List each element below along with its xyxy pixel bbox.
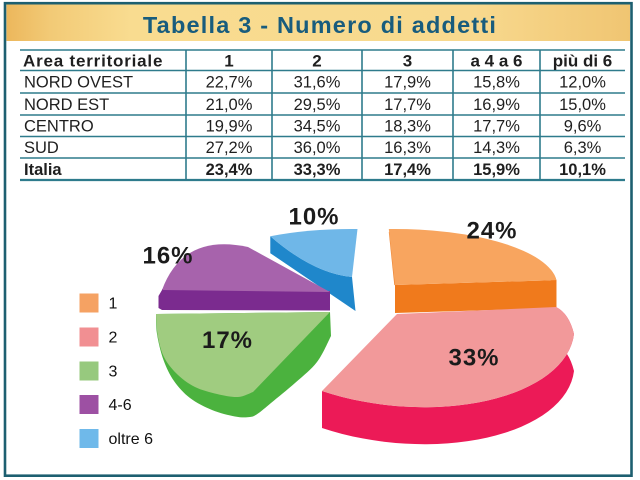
svg-text:3: 3 bbox=[109, 364, 118, 381]
svg-text:34,5%: 34,5% bbox=[294, 118, 341, 136]
svg-text:3: 3 bbox=[403, 51, 412, 70]
svg-text:15,8%: 15,8% bbox=[473, 74, 520, 92]
svg-text:17,4%: 17,4% bbox=[384, 161, 431, 179]
svg-text:29,5%: 29,5% bbox=[294, 96, 341, 114]
svg-text:24%: 24% bbox=[466, 218, 517, 245]
svg-text:18,3%: 18,3% bbox=[384, 118, 431, 136]
svg-text:16,3%: 16,3% bbox=[384, 139, 431, 157]
svg-text:Area territoriale: Area territoriale bbox=[23, 51, 163, 70]
svg-text:15,9%: 15,9% bbox=[473, 161, 520, 179]
svg-text:19,9%: 19,9% bbox=[206, 118, 253, 136]
svg-text:NORD OVEST: NORD OVEST bbox=[24, 74, 133, 92]
svg-text:NORD EST: NORD EST bbox=[24, 96, 109, 114]
svg-text:1: 1 bbox=[224, 51, 233, 70]
svg-text:più di 6: più di 6 bbox=[553, 51, 613, 70]
svg-text:31,6%: 31,6% bbox=[294, 74, 341, 92]
svg-text:12,0%: 12,0% bbox=[559, 74, 606, 92]
svg-text:17%: 17% bbox=[202, 327, 253, 354]
svg-text:Tabella 3 - Numero di addetti: Tabella 3 - Numero di addetti bbox=[143, 12, 497, 38]
svg-text:6,3%: 6,3% bbox=[564, 139, 602, 157]
svg-text:22,7%: 22,7% bbox=[206, 74, 253, 92]
svg-text:4-6: 4-6 bbox=[109, 397, 132, 414]
svg-text:17,7%: 17,7% bbox=[384, 96, 431, 114]
svg-text:15,0%: 15,0% bbox=[559, 96, 606, 114]
svg-text:10%: 10% bbox=[288, 204, 339, 231]
svg-text:27,2%: 27,2% bbox=[206, 139, 253, 157]
svg-text:CENTRO: CENTRO bbox=[24, 118, 94, 136]
svg-text:16%: 16% bbox=[142, 243, 193, 270]
svg-text:10,1%: 10,1% bbox=[559, 161, 606, 179]
svg-text:14,3%: 14,3% bbox=[473, 139, 520, 157]
svg-text:36,0%: 36,0% bbox=[294, 139, 341, 157]
svg-text:33,3%: 33,3% bbox=[294, 161, 341, 179]
svg-text:SUD: SUD bbox=[24, 139, 59, 157]
svg-text:2: 2 bbox=[312, 51, 321, 70]
svg-text:a 4 a 6: a 4 a 6 bbox=[471, 51, 523, 70]
svg-text:21,0%: 21,0% bbox=[206, 96, 253, 114]
svg-text:Italia: Italia bbox=[24, 161, 62, 179]
svg-text:oltre 6: oltre 6 bbox=[109, 431, 154, 448]
svg-text:9,6%: 9,6% bbox=[564, 118, 602, 136]
svg-text:17,7%: 17,7% bbox=[473, 118, 520, 136]
svg-text:16,9%: 16,9% bbox=[473, 96, 520, 114]
svg-text:2: 2 bbox=[109, 330, 118, 347]
svg-text:17,9%: 17,9% bbox=[384, 74, 431, 92]
svg-text:33%: 33% bbox=[448, 345, 499, 372]
svg-text:1: 1 bbox=[109, 296, 118, 313]
svg-text:23,4%: 23,4% bbox=[206, 161, 253, 179]
